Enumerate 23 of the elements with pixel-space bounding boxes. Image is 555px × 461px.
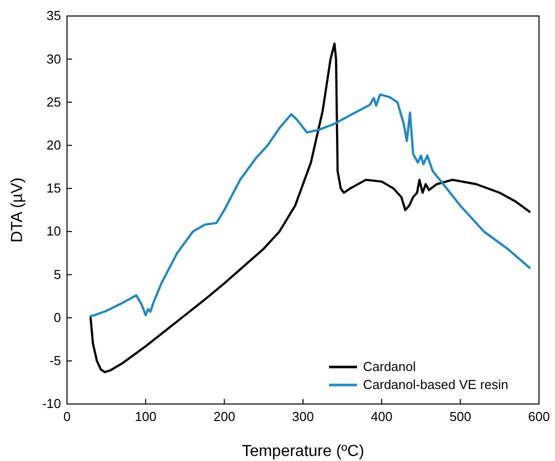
y-axis-title: DTA (µV) [9,178,26,242]
x-tick-label: 500 [449,409,472,424]
y-tick-label: -5 [49,353,61,368]
x-tick-label: 600 [528,409,550,424]
x-tick-label: 200 [213,409,236,424]
x-tick-label: 100 [134,409,157,424]
y-tick-label: 5 [54,266,61,282]
line-series [90,93,531,318]
y-tick-label: 15 [46,180,61,196]
y-tick-label: 10 [46,224,61,239]
legend-label: Cardanol-based VE resin [363,377,508,392]
y-tick-label: 35 [46,8,61,24]
x-axis-title: Temperature (ºC) [242,443,364,460]
y-tick-label: 25 [46,94,61,110]
line-series [90,42,531,374]
x-tick-label: 400 [370,409,393,424]
legend-label: Cardanol [363,359,416,374]
y-tick-label: 20 [46,137,61,152]
y-tick-label: -10 [42,396,61,412]
y-tick-label: 30 [46,51,61,66]
x-tick-label: 0 [63,409,71,424]
y-tick-label: 0 [54,310,61,325]
x-tick-label: 300 [292,409,314,424]
